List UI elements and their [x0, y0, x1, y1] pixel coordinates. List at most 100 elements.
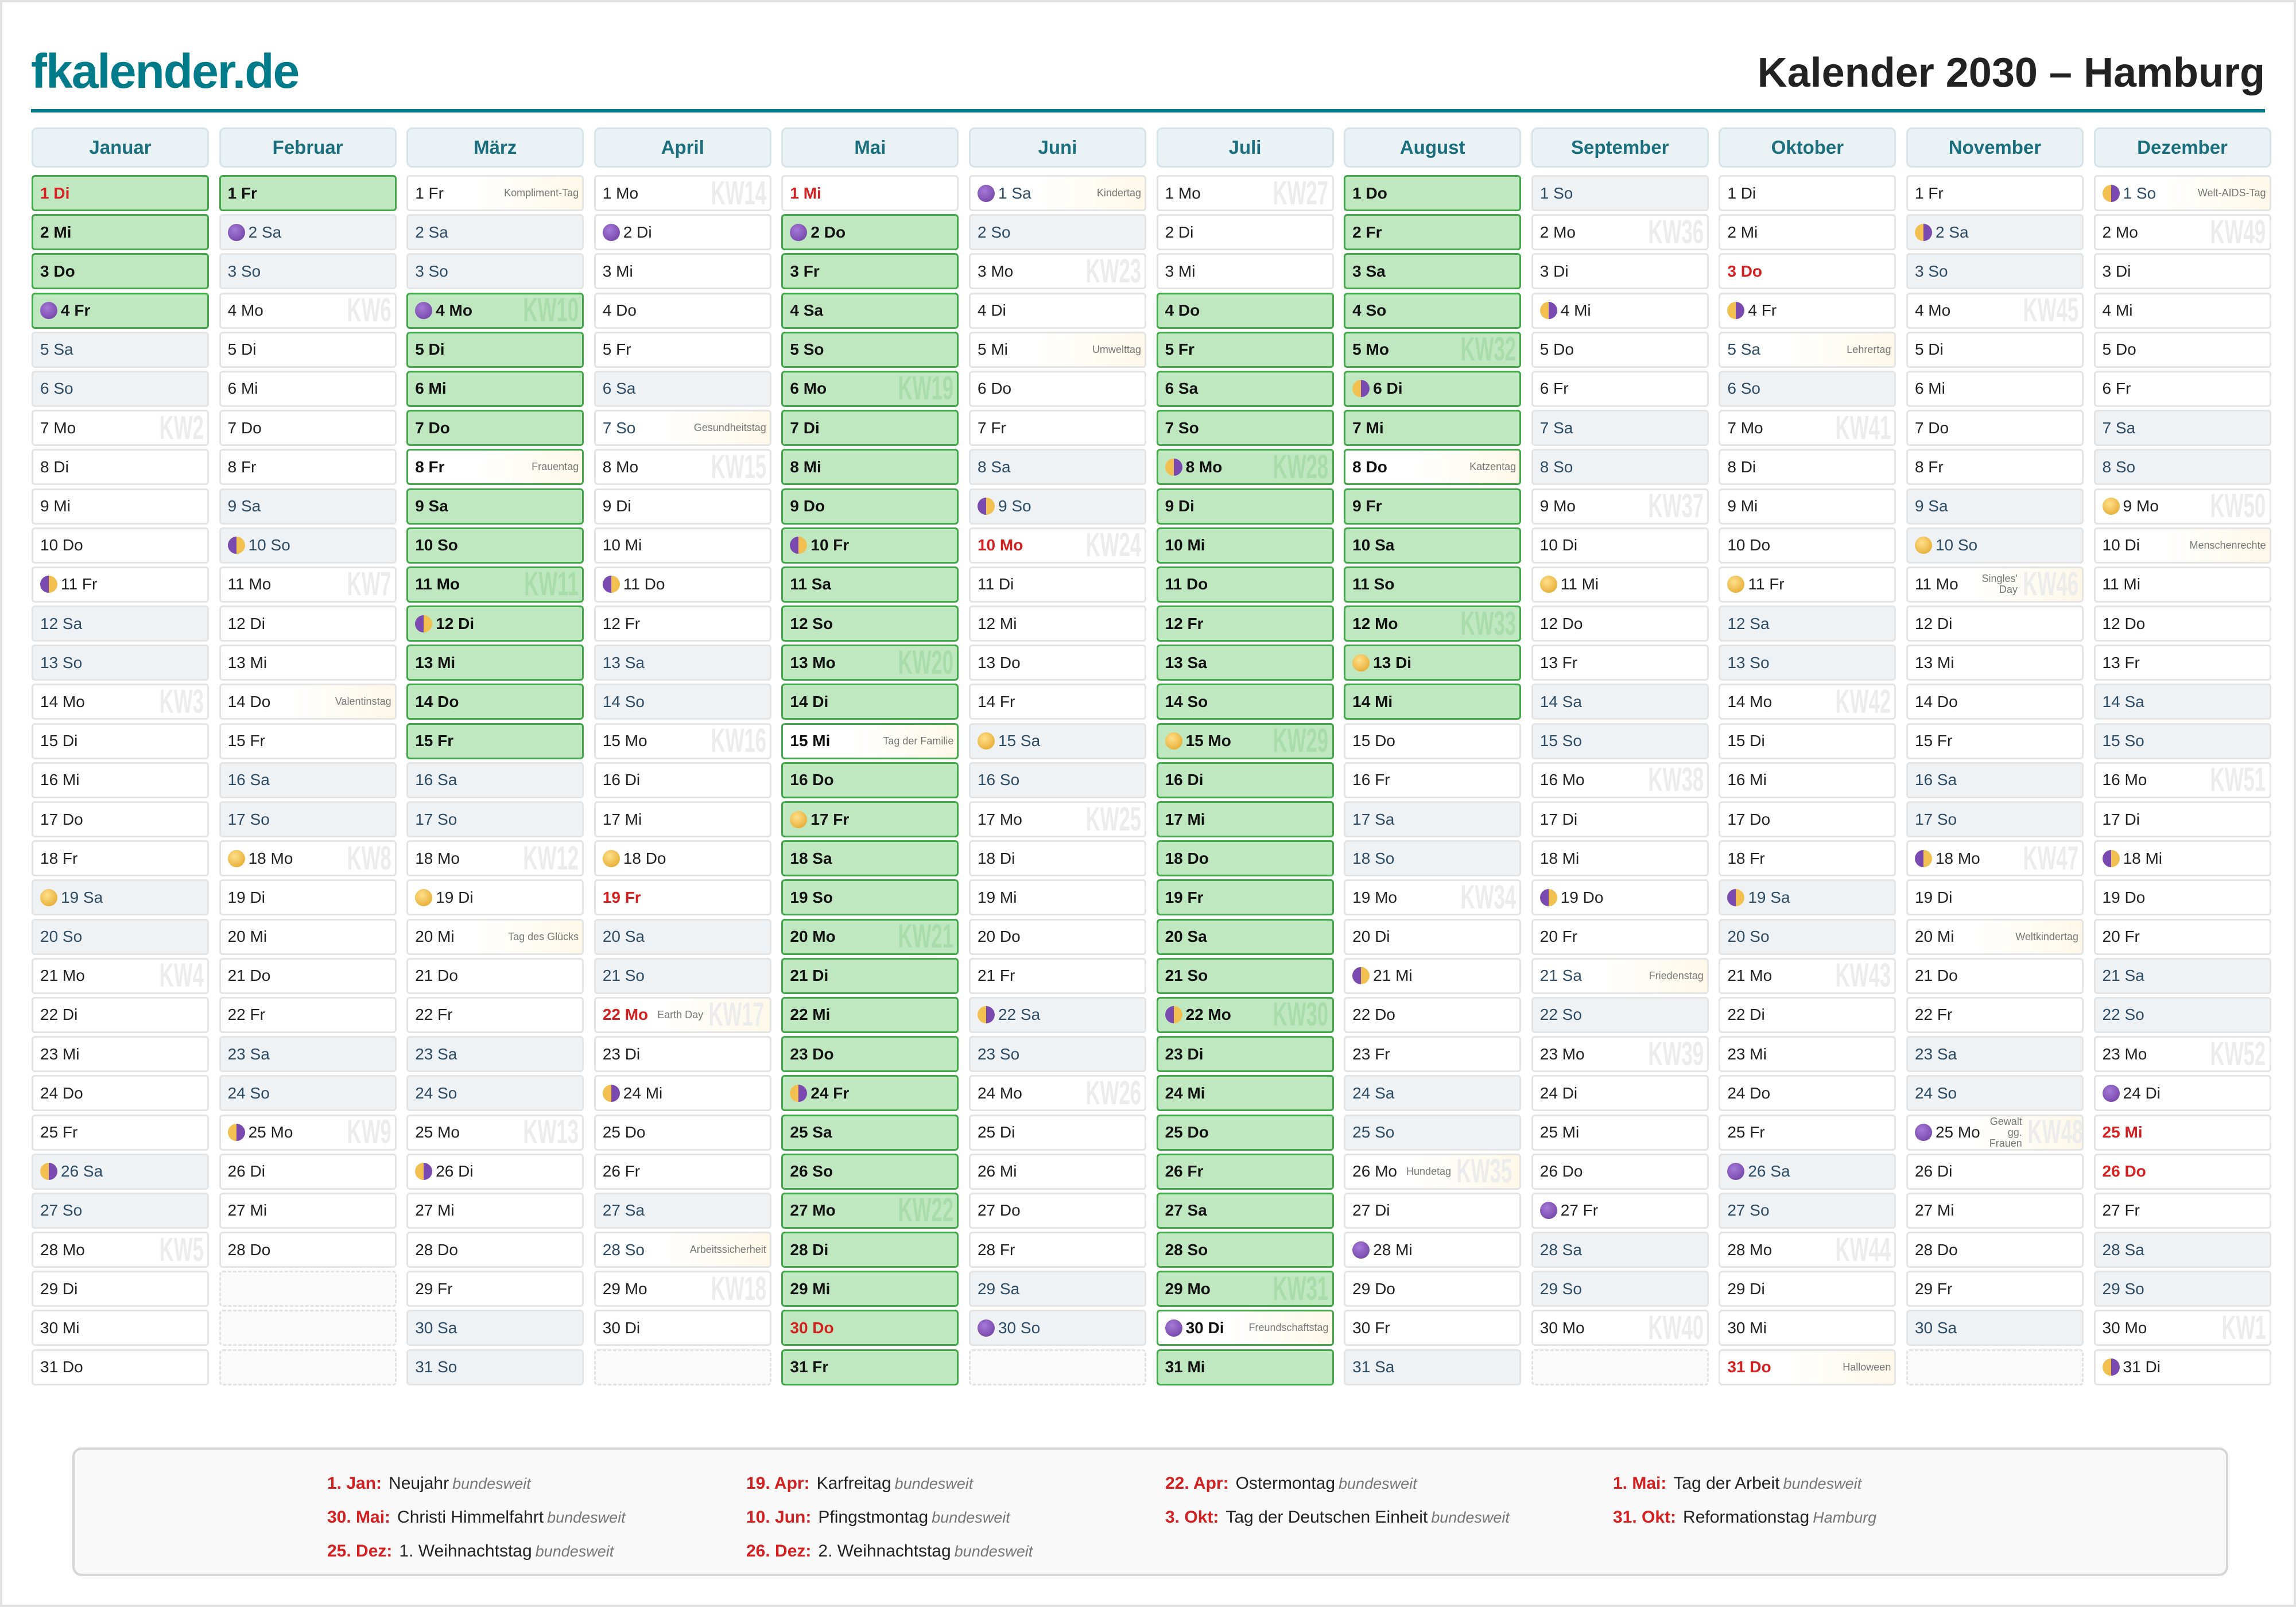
- day-cell[interactable]: 8 Mo KW28: [1156, 449, 1334, 486]
- day-cell[interactable]: 9 Sa: [1906, 488, 2084, 525]
- day-cell[interactable]: 27 So: [32, 1192, 209, 1229]
- day-cell[interactable]: 5 Sa Lehrertag: [1719, 331, 1896, 368]
- day-cell[interactable]: 12 Di: [406, 605, 584, 642]
- day-cell[interactable]: 5 Di: [406, 331, 584, 368]
- day-cell[interactable]: 28 Sa: [2093, 1232, 2271, 1268]
- day-cell[interactable]: 4 Mo KW10: [406, 292, 584, 329]
- day-cell[interactable]: 8 Fr: [219, 449, 397, 486]
- day-cell[interactable]: 29 Mi: [781, 1271, 959, 1307]
- day-cell[interactable]: 31 Do: [32, 1349, 209, 1385]
- day-cell[interactable]: 16 Do: [781, 762, 959, 798]
- day-cell[interactable]: 1 Fr: [1906, 175, 2084, 211]
- day-cell[interactable]: 15 Mi Tag der Familie: [781, 723, 959, 759]
- day-cell[interactable]: 15 So: [1531, 723, 1709, 759]
- day-cell[interactable]: 11 Mo KW11: [406, 566, 584, 603]
- day-cell[interactable]: 23 Fr: [1344, 1036, 1522, 1073]
- day-cell[interactable]: 23 Sa: [406, 1036, 584, 1073]
- day-cell[interactable]: 16 Sa: [1906, 762, 2084, 798]
- day-cell[interactable]: 26 Sa: [1719, 1153, 1896, 1190]
- day-cell[interactable]: 7 Mo KW41: [1719, 410, 1896, 447]
- day-cell[interactable]: 7 Do: [1906, 410, 2084, 447]
- day-cell[interactable]: 24 Mi: [1156, 1075, 1334, 1112]
- day-cell[interactable]: 15 Mo KW16: [594, 723, 771, 759]
- day-cell[interactable]: 26 Sa: [32, 1153, 209, 1190]
- day-cell[interactable]: 13 Mi: [1906, 645, 2084, 681]
- day-cell[interactable]: 6 So: [32, 370, 209, 407]
- day-cell[interactable]: 25 Mo KW13: [406, 1114, 584, 1151]
- day-cell[interactable]: 8 Mo KW15: [594, 449, 771, 486]
- day-cell[interactable]: 24 Mi: [594, 1075, 771, 1112]
- day-cell[interactable]: 31 Fr: [781, 1349, 959, 1385]
- day-cell[interactable]: 26 Mi: [968, 1153, 1146, 1190]
- day-cell[interactable]: 2 Sa: [1906, 214, 2084, 251]
- day-cell[interactable]: 21 Do: [406, 957, 584, 994]
- day-cell[interactable]: 6 Di: [1344, 370, 1522, 407]
- day-cell[interactable]: 6 Do: [968, 370, 1146, 407]
- day-cell[interactable]: 27 Mi: [219, 1192, 397, 1229]
- day-cell[interactable]: 22 Fr: [1906, 996, 2084, 1033]
- day-cell[interactable]: 19 Mo KW34: [1344, 879, 1522, 916]
- day-cell[interactable]: 15 Di: [1719, 723, 1896, 759]
- day-cell[interactable]: 19 Di: [406, 879, 584, 916]
- day-cell[interactable]: 2 Mi: [32, 214, 209, 251]
- day-cell[interactable]: 16 Mi: [32, 762, 209, 798]
- day-cell[interactable]: 2 Do: [781, 214, 959, 251]
- day-cell[interactable]: 1 So Welt-AIDS-Tag: [2093, 175, 2271, 211]
- day-cell[interactable]: 28 Do: [1906, 1232, 2084, 1268]
- day-cell[interactable]: 23 Mo KW52: [2093, 1036, 2271, 1073]
- day-cell[interactable]: 8 Do Katzentag: [1344, 449, 1522, 486]
- day-cell[interactable]: 10 Fr: [781, 527, 959, 564]
- day-cell[interactable]: 28 Sa: [1531, 1232, 1709, 1268]
- day-cell[interactable]: 2 Sa: [406, 214, 584, 251]
- day-cell[interactable]: 6 Mo KW19: [781, 370, 959, 407]
- day-cell[interactable]: 1 Mo KW14: [594, 175, 771, 211]
- day-cell[interactable]: 1 Mi: [781, 175, 959, 211]
- day-cell[interactable]: 18 Mo KW12: [406, 840, 584, 877]
- day-cell[interactable]: 22 Di: [1719, 996, 1896, 1033]
- day-cell[interactable]: 27 So: [1719, 1192, 1896, 1229]
- day-cell[interactable]: 6 Mi: [1906, 370, 2084, 407]
- day-cell[interactable]: 1 Fr: [219, 175, 397, 211]
- day-cell[interactable]: 24 Fr: [781, 1075, 959, 1112]
- day-cell[interactable]: 10 Mi: [1156, 527, 1334, 564]
- day-cell[interactable]: 3 Do: [32, 253, 209, 290]
- day-cell[interactable]: 20 So: [1719, 918, 1896, 955]
- day-cell[interactable]: 11 Mi: [2093, 566, 2271, 603]
- day-cell[interactable]: 8 Di: [1719, 449, 1896, 486]
- day-cell[interactable]: 19 Sa: [32, 879, 209, 916]
- day-cell[interactable]: 1 Di: [32, 175, 209, 211]
- day-cell[interactable]: 21 Do: [1906, 957, 2084, 994]
- day-cell[interactable]: 10 Di: [1531, 527, 1709, 564]
- day-cell[interactable]: 28 Do: [406, 1232, 584, 1268]
- day-cell[interactable]: 12 Mo KW33: [1344, 605, 1522, 642]
- day-cell[interactable]: 18 Mi: [2093, 840, 2271, 877]
- day-cell[interactable]: 9 Di: [1156, 488, 1334, 525]
- day-cell[interactable]: 29 So: [2093, 1271, 2271, 1307]
- day-cell[interactable]: 15 Fr: [1906, 723, 2084, 759]
- day-cell[interactable]: 26 Di: [406, 1153, 584, 1190]
- day-cell[interactable]: 29 Mo KW31: [1156, 1271, 1334, 1307]
- day-cell[interactable]: 26 Di: [1906, 1153, 2084, 1190]
- day-cell[interactable]: 18 Mo KW8: [219, 840, 397, 877]
- day-cell[interactable]: 11 Fr: [1719, 566, 1896, 603]
- day-cell[interactable]: 24 Di: [1531, 1075, 1709, 1112]
- day-cell[interactable]: 7 Sa: [2093, 410, 2271, 447]
- day-cell[interactable]: 11 So: [1344, 566, 1522, 603]
- day-cell[interactable]: 25 Mo Gewalt gg. Frauen KW48: [1906, 1114, 2084, 1151]
- day-cell[interactable]: 3 So: [219, 253, 397, 290]
- day-cell[interactable]: 27 Sa: [594, 1192, 771, 1229]
- day-cell[interactable]: 31 So: [406, 1349, 584, 1385]
- day-cell[interactable]: 30 Mi: [1719, 1310, 1896, 1346]
- day-cell[interactable]: 5 Di: [1906, 331, 2084, 368]
- day-cell[interactable]: 12 Sa: [32, 605, 209, 642]
- day-cell[interactable]: 13 Sa: [594, 645, 771, 681]
- day-cell[interactable]: 30 Sa: [1906, 1310, 2084, 1346]
- day-cell[interactable]: 7 Fr: [968, 410, 1146, 447]
- day-cell[interactable]: 15 Sa: [968, 723, 1146, 759]
- day-cell[interactable]: 19 Fr: [594, 879, 771, 916]
- day-cell[interactable]: 4 Do: [594, 292, 771, 329]
- day-cell[interactable]: 26 So: [781, 1153, 959, 1190]
- day-cell[interactable]: 7 Mi: [1344, 410, 1522, 447]
- day-cell[interactable]: 26 Mo Hundetag KW35: [1344, 1153, 1522, 1190]
- day-cell[interactable]: 17 Di: [1531, 801, 1709, 837]
